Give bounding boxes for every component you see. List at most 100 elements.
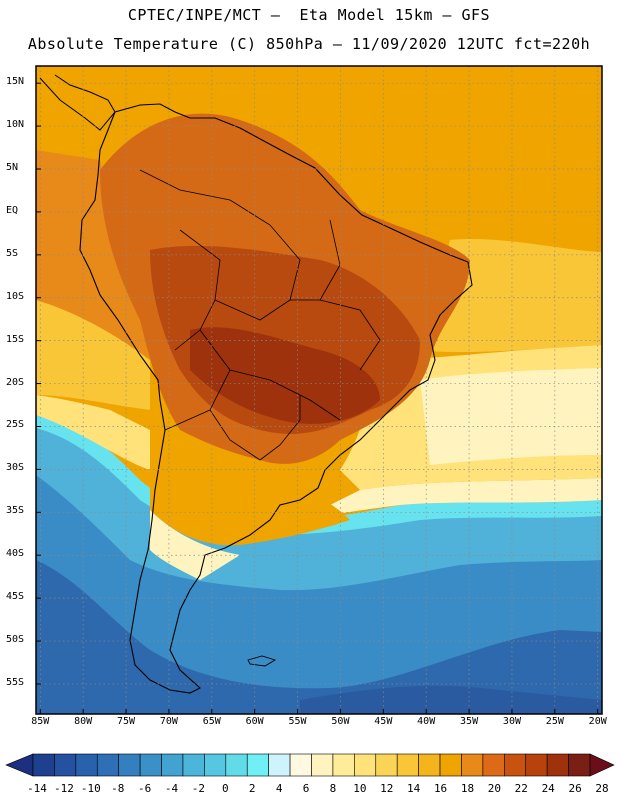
lat-label: 15S (6, 333, 25, 345)
colorbar-swatch (482, 753, 505, 777)
colorbar-swatch (354, 753, 377, 777)
colorbar-label: 12 (380, 782, 394, 795)
colorbar-swatch (568, 753, 591, 777)
lon-label: 40W (417, 716, 436, 727)
colorbar-label: 16 (433, 782, 448, 795)
colorbar-swatch (75, 753, 98, 777)
colorbar-swatch (439, 753, 462, 777)
colorbar-swatch (546, 753, 569, 777)
colorbar-swatch (161, 753, 184, 777)
lon-label: 50W (331, 716, 350, 727)
lon-label: 65W (202, 716, 221, 727)
lat-label: 45S (6, 591, 25, 603)
axis-ticks (36, 82, 599, 714)
colorbar-label: -2 (191, 782, 206, 795)
colorbar-label: -6 (137, 782, 152, 795)
band-minus4-region (36, 475, 602, 714)
lat-label: 15N (6, 76, 25, 88)
graticule (36, 66, 602, 714)
band-26-core-region (190, 327, 380, 424)
colorbar-swatch (225, 753, 248, 777)
colorbar-label: 10 (353, 782, 367, 795)
temperature-field (36, 66, 602, 714)
colorbar-swatch (461, 753, 484, 777)
lon-label: 70W (159, 716, 178, 727)
band-6-south-region (150, 510, 240, 580)
political-borders (139, 169, 381, 461)
lon-label: 85W (31, 716, 50, 727)
band-20-west-region (36, 150, 150, 360)
lat-label: 5S (6, 247, 19, 259)
colorbar-swatch (54, 753, 77, 777)
colorbar-label: -12 (53, 782, 74, 795)
lat-label: 30S (6, 462, 25, 474)
lon-label: 80W (74, 716, 93, 727)
colorbar-swatch (525, 753, 548, 777)
colorbar-swatch (246, 753, 269, 777)
lon-label: 35W (460, 716, 479, 727)
colorbar-label: -4 (164, 782, 179, 795)
colorbar-label: 24 (541, 782, 555, 795)
lon-label: 20W (588, 716, 607, 727)
colorbar-swatch (332, 753, 355, 777)
colorbar-swatch (418, 753, 441, 777)
colorbar-label: 6 (302, 782, 310, 795)
colorbar-swatch (182, 753, 205, 777)
lat-label: 25S (6, 419, 25, 431)
band-6-east-region (300, 478, 602, 520)
colorbar-label: 2 (248, 782, 256, 795)
lat-label: 50S (6, 634, 25, 646)
colorbar-swatch (289, 753, 312, 777)
falkland-islands (247, 655, 277, 667)
colorbar (5, 753, 615, 777)
colorbar-label: 18 (460, 782, 475, 795)
colorbar-label: 14 (407, 782, 421, 795)
lon-label: 30W (502, 716, 521, 727)
lat-label: 40S (6, 548, 25, 560)
lat-label: EQ (6, 204, 19, 216)
lon-label: 55W (288, 716, 307, 727)
colorbar-swatch (396, 753, 419, 777)
coastline (79, 103, 473, 694)
lat-label: 20S (6, 376, 25, 388)
band-minus10-region (300, 685, 602, 714)
colorbar-label: 8 (329, 782, 337, 795)
colorbar-swatch (139, 753, 162, 777)
colorbar-swatch (268, 753, 291, 777)
lat-label: 55S (6, 676, 25, 688)
lat-label: 5N (6, 161, 19, 173)
lon-label: 45W (374, 716, 393, 727)
colorbar-high-arrow (589, 753, 615, 777)
colorbar-swatch (375, 753, 398, 777)
lon-label: 60W (245, 716, 264, 727)
band-10-west-region (36, 395, 150, 470)
colorbar-label: 4 (275, 782, 283, 795)
lat-label: 10N (6, 119, 25, 131)
colorbar-swatch (204, 753, 227, 777)
colorbar-label: 20 (487, 782, 501, 795)
colorbar-label: 0 (222, 782, 229, 795)
lat-label: 10S (6, 290, 25, 302)
colorbar-swatch (32, 753, 55, 777)
colorbar-swatch (311, 753, 334, 777)
colorbar-swatch (504, 753, 527, 777)
colorbar-swatch (96, 753, 119, 777)
band-16-west-region (36, 300, 150, 410)
title-line-1: CPTEC/INPE/MCT – Eta Model 15km – GFS (127, 6, 491, 24)
band-18-south-region (150, 430, 350, 546)
colorbar-label: 22 (514, 782, 528, 795)
colorbar-swatch (118, 753, 141, 777)
lat-label: 35S (6, 505, 25, 517)
colorbar-label: 26 (568, 782, 582, 795)
lon-label: 75W (117, 716, 136, 727)
colorbar-low-arrow (5, 753, 34, 777)
colorbar-label: -14 (27, 782, 47, 795)
colorbar-label: -8 (111, 782, 125, 795)
colorbar-label: -10 (80, 782, 101, 795)
band-minus8-region (36, 560, 602, 714)
band-8-east-region (420, 368, 602, 465)
lon-label: 25W (545, 716, 564, 727)
colorbar-label: 28 (595, 782, 609, 795)
title-line-2: Absolute Temperature (C) 850hPa – 11/09/… (27, 35, 591, 53)
